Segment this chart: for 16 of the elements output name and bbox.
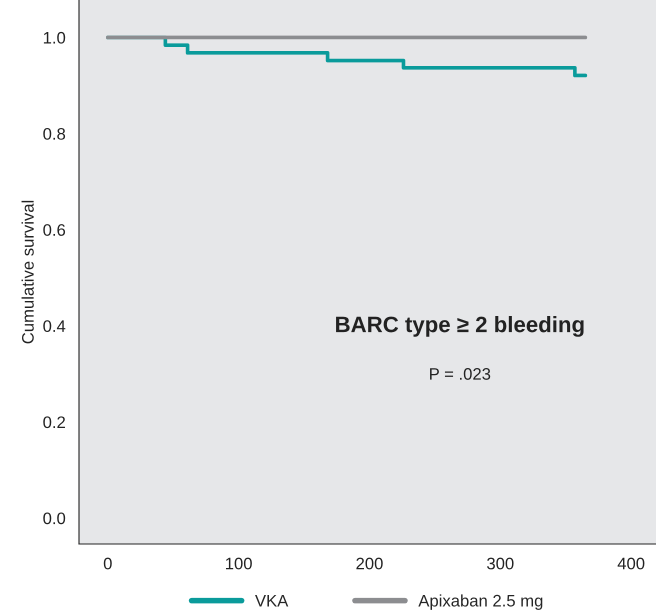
- annotation: BARC type ≥ 2 bleeding: [336, 316, 584, 337]
- annotation: P = .023: [430, 368, 490, 380]
- legend-label: VKA: [255, 594, 288, 606]
- y-tick-label: 0.4: [43, 320, 66, 332]
- y-tick-label: 0.0: [43, 512, 66, 524]
- x-tick-label: 200: [356, 558, 383, 570]
- legend-label: Apixaban 2.5 mg: [418, 594, 542, 610]
- y-tick-label: 0.8: [43, 128, 66, 140]
- y-tick-label: 0.6: [43, 224, 66, 236]
- x-tick-label: 100: [226, 558, 252, 570]
- x-tick-label: 300: [487, 558, 514, 570]
- y-tick-label: 0.2: [43, 416, 65, 428]
- y-axis-title: Cumulative survival: [22, 200, 34, 344]
- y-tick-label: 1.0: [44, 32, 66, 44]
- x-tick-label: 400: [618, 558, 644, 570]
- x-tick-label: 0: [104, 558, 112, 570]
